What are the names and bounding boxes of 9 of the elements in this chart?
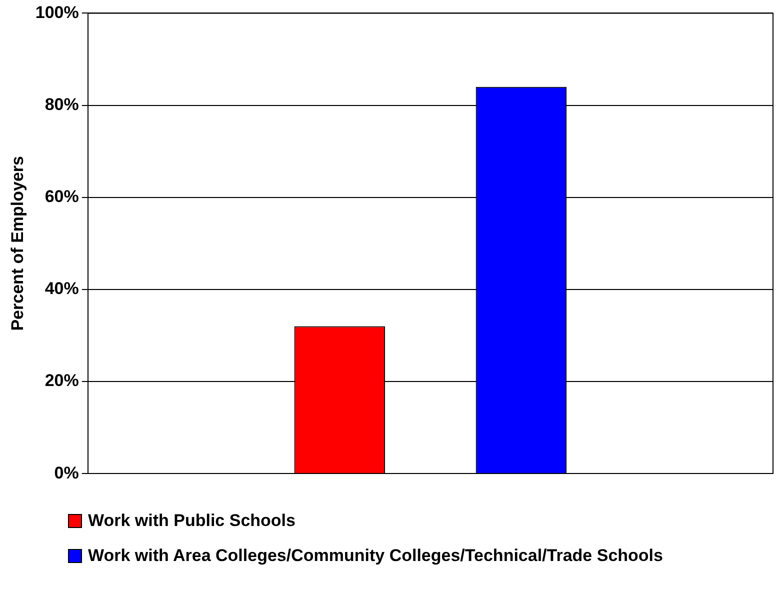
- legend-label: Work with Public Schools: [88, 510, 296, 531]
- y-tick-label: 80%: [44, 94, 79, 114]
- y-tick-label: 0%: [54, 463, 79, 482]
- y-tick-label: 60%: [44, 187, 79, 206]
- y-tick-label: 20%: [44, 371, 79, 390]
- y-tick-label: 100%: [35, 2, 79, 22]
- legend-label: Work with Area Colleges/Community Colleges/Technical/Trade Schools: [88, 545, 663, 566]
- y-axis-title: Percent of Employers: [8, 156, 27, 331]
- y-tick-label: 40%: [44, 279, 79, 298]
